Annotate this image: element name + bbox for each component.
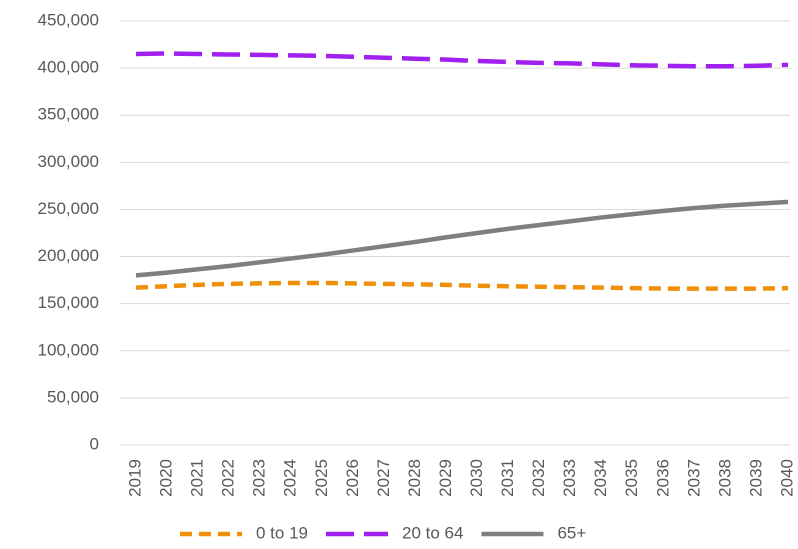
x-tick-label: 2022 bbox=[219, 459, 238, 497]
y-tick-label: 0 bbox=[90, 434, 99, 453]
y-tick-label: 350,000 bbox=[38, 105, 99, 124]
x-tick-label: 2023 bbox=[250, 459, 269, 497]
x-tick-label: 2025 bbox=[312, 459, 331, 497]
x-tick-label: 2039 bbox=[746, 459, 765, 497]
x-tick-label: 2037 bbox=[684, 459, 703, 497]
x-tick-label: 2035 bbox=[622, 459, 641, 497]
y-tick-label: 150,000 bbox=[38, 293, 99, 312]
x-tick-label: 2036 bbox=[653, 459, 672, 497]
x-tick-label: 2028 bbox=[405, 459, 424, 497]
x-tick-label: 2030 bbox=[467, 459, 486, 497]
x-tick-label: 2034 bbox=[591, 459, 610, 497]
x-tick-label: 2027 bbox=[374, 459, 393, 497]
y-tick-label: 400,000 bbox=[38, 58, 99, 77]
x-tick-label: 2038 bbox=[715, 459, 734, 497]
legend-label: 20 to 64 bbox=[402, 523, 463, 542]
x-tick-label: 2020 bbox=[157, 459, 176, 497]
y-tick-label: 100,000 bbox=[38, 340, 99, 359]
x-tick-label: 2031 bbox=[498, 459, 517, 497]
x-tick-label: 2040 bbox=[777, 459, 796, 497]
y-tick-label: 200,000 bbox=[38, 246, 99, 265]
legend-label: 0 to 19 bbox=[256, 523, 308, 542]
x-tick-label: 2032 bbox=[529, 459, 548, 497]
x-tick-label: 2029 bbox=[436, 459, 455, 497]
x-tick-label: 2024 bbox=[281, 459, 300, 497]
y-tick-label: 50,000 bbox=[47, 387, 99, 406]
x-tick-label: 2019 bbox=[125, 459, 144, 497]
x-tick-label: 2021 bbox=[188, 459, 207, 497]
y-tick-label: 300,000 bbox=[38, 152, 99, 171]
x-tick-label: 2033 bbox=[560, 459, 579, 497]
series-line bbox=[135, 199, 789, 278]
y-tick-label: 250,000 bbox=[38, 199, 99, 218]
x-tick-label: 2026 bbox=[343, 459, 362, 497]
series-line bbox=[135, 280, 789, 291]
series-line bbox=[135, 51, 789, 69]
y-tick-label: 450,000 bbox=[38, 10, 99, 29]
legend-label: 65+ bbox=[557, 523, 586, 542]
